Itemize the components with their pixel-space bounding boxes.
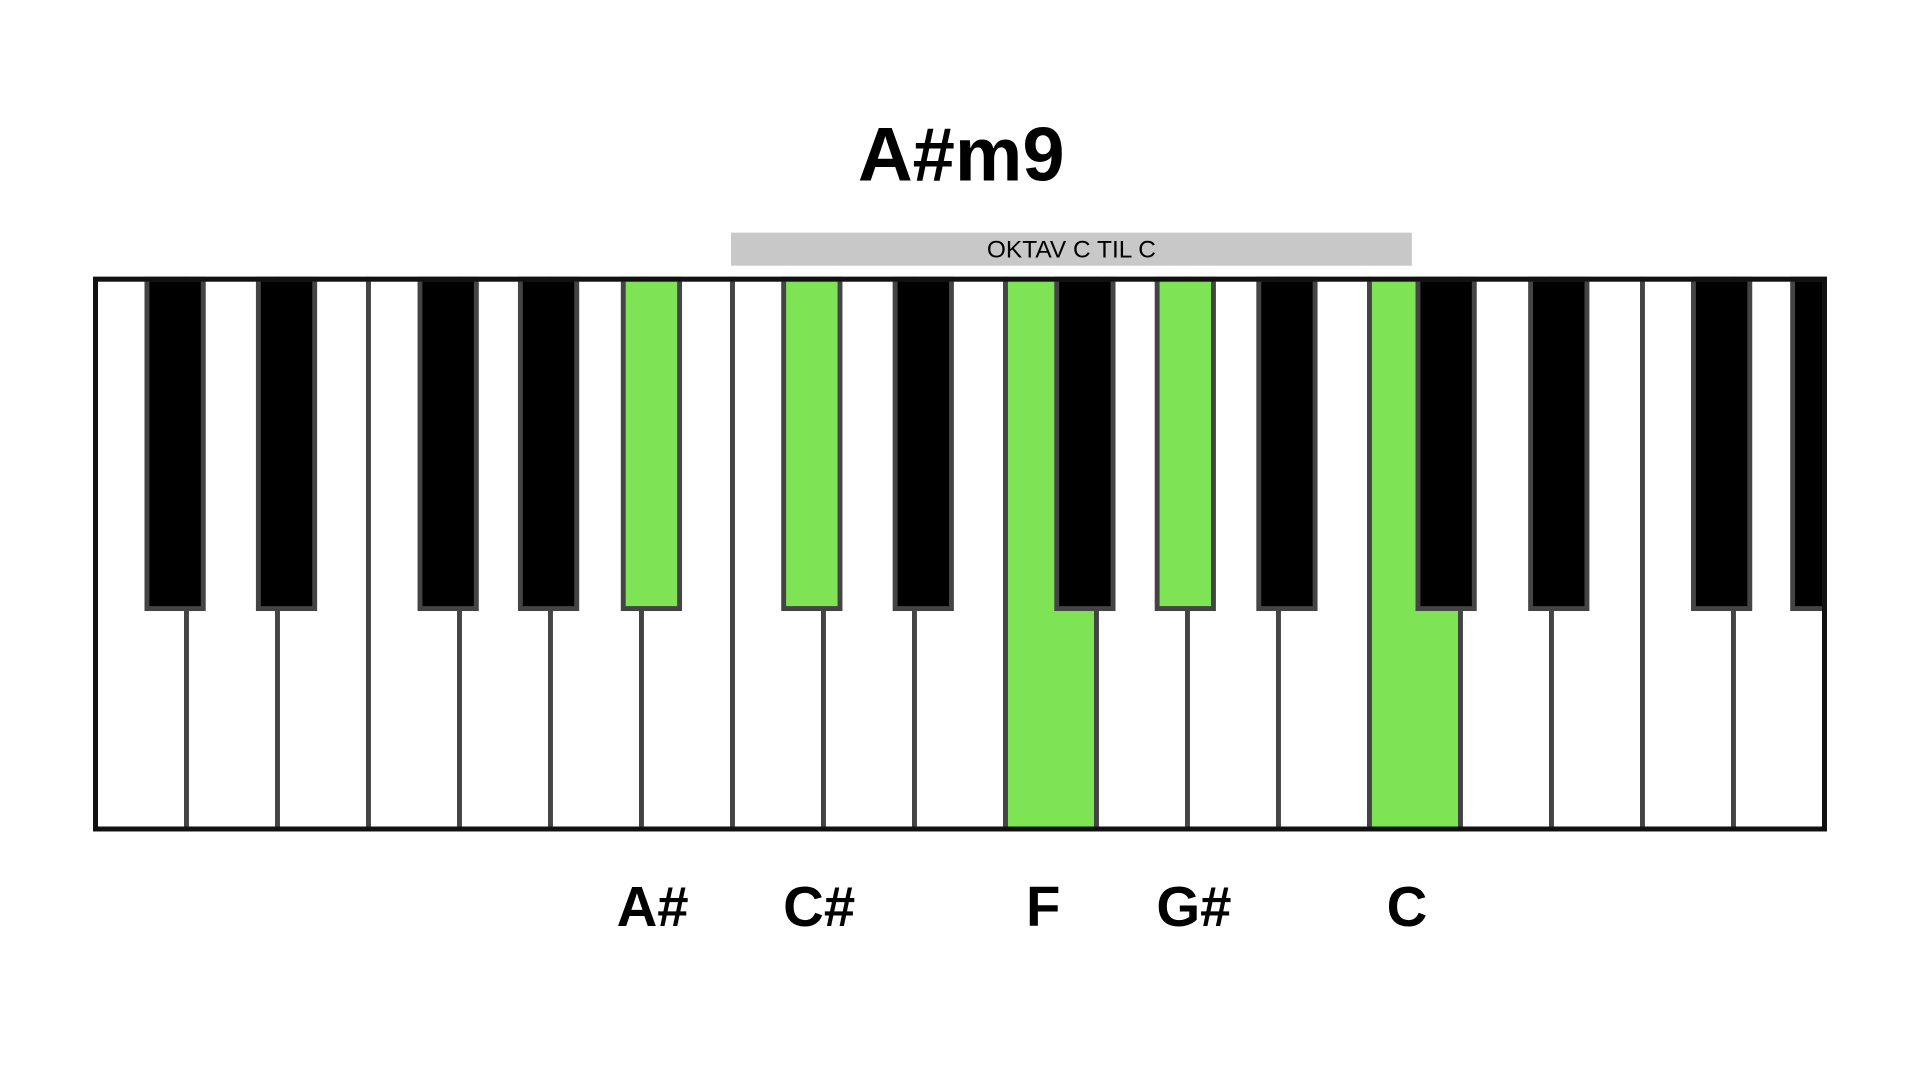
- keyboard: [93, 276, 1827, 832]
- black-key: [1528, 276, 1590, 612]
- black-key: [1691, 276, 1753, 612]
- black-key: [1790, 276, 1827, 612]
- black-key: [892, 276, 954, 612]
- octave-bar: [731, 232, 1412, 266]
- black-key: [781, 276, 843, 612]
- note-label: C: [1387, 875, 1428, 938]
- black-key: [255, 276, 318, 612]
- chord-title: A#m9: [858, 112, 1065, 197]
- note-label: G#: [1156, 875, 1231, 938]
- note-label: A#: [617, 875, 689, 938]
- black-key: [517, 276, 580, 612]
- note-labels: A# C# F G# C: [617, 875, 1428, 938]
- octave-label: OKTAV C TIL C: [987, 236, 1156, 263]
- black-key: [620, 276, 683, 612]
- black-key: [1054, 276, 1116, 612]
- black-key: [1256, 276, 1318, 612]
- note-label: F: [1026, 875, 1060, 938]
- note-label: C#: [783, 875, 855, 938]
- black-key: [1154, 276, 1216, 612]
- black-key: [1415, 276, 1477, 612]
- keyboard-frame: [93, 276, 1827, 832]
- black-key: [144, 276, 206, 612]
- black-key: [417, 276, 479, 612]
